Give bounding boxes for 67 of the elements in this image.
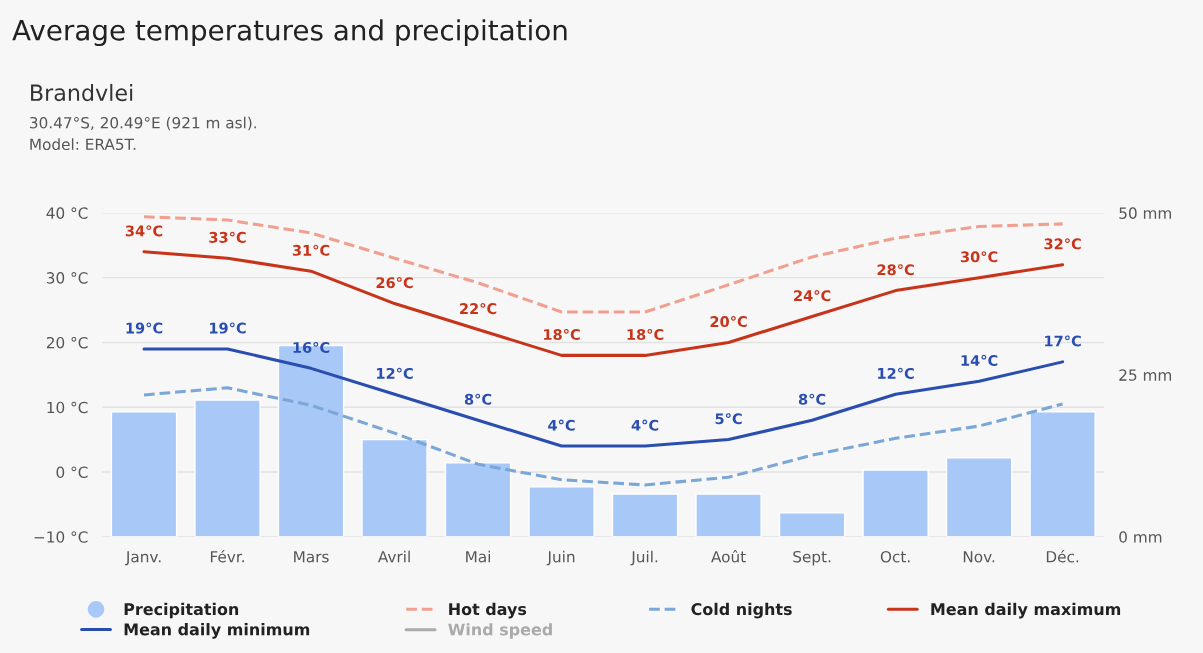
y-tick-label: 0 °C xyxy=(56,466,88,479)
data-label: 31°C xyxy=(292,244,330,256)
data-label: 4°C xyxy=(548,419,575,431)
data-label: 26°C xyxy=(376,277,413,289)
data-label: 18°C xyxy=(544,328,580,341)
data-label: 20°C xyxy=(710,315,747,328)
bar xyxy=(277,344,345,537)
y-tick-label: 30 °C xyxy=(46,272,88,284)
bar xyxy=(945,457,1013,537)
data-label: 8°C xyxy=(798,393,826,405)
y-tick-label: 10 °C xyxy=(47,401,88,414)
y-tick-label: −10 °C xyxy=(34,531,88,543)
x-tick-label: Mai xyxy=(466,550,490,563)
text: Model: ERA5T. xyxy=(30,138,136,151)
bar xyxy=(1029,411,1096,537)
legend-label: Mean daily minimum xyxy=(124,623,310,639)
x-tick-label: Mars xyxy=(294,551,329,563)
x-tick-label: Sept. xyxy=(793,550,831,566)
data-label: 19°C xyxy=(210,322,246,334)
data-label: 8°C xyxy=(464,393,492,405)
chart-subtitle: Brandvlei xyxy=(31,83,133,102)
x-tick-label: Août xyxy=(711,550,746,563)
x-tick-label: Nov. xyxy=(963,551,995,563)
x-tick-label: Avril xyxy=(377,550,410,563)
y2-tick-label: 50 mm xyxy=(1119,207,1172,219)
legend-label: Hot days xyxy=(449,602,527,619)
data-label: 12°C xyxy=(878,367,914,379)
data-label: 28°C xyxy=(877,264,914,276)
y2-tick-label: 25 mm xyxy=(1119,369,1172,381)
x-tick-label: Juin xyxy=(546,550,575,566)
line-series xyxy=(142,386,1065,487)
bar xyxy=(444,462,512,537)
x-tick-label: Juil. xyxy=(630,550,658,566)
bar xyxy=(695,493,762,537)
legend-label: Mean daily maximum xyxy=(931,602,1121,619)
legend-label: Cold nights xyxy=(691,602,792,619)
data-label: 18°C xyxy=(627,328,664,341)
bar xyxy=(528,486,595,537)
y2-tick-label: 0 mm xyxy=(1119,531,1162,543)
data-label: 19°C xyxy=(126,322,163,334)
data-label: 33°C xyxy=(209,231,246,243)
legend-label: Wind speed xyxy=(448,623,552,639)
data-label: 34°C xyxy=(125,225,163,237)
data-label: 17°C xyxy=(1045,335,1081,347)
legend-label: Precipitation xyxy=(124,602,239,619)
bar xyxy=(110,411,178,537)
y-tick-label: 40 °C xyxy=(46,207,88,219)
x-tick-label: Oct. xyxy=(880,550,910,563)
y-tick-label: 20 °C xyxy=(46,336,88,349)
bar xyxy=(611,493,679,537)
bar xyxy=(194,399,261,537)
data-label: 4°C xyxy=(631,419,659,431)
data-label: 30°C xyxy=(960,251,998,263)
data-label: 32°C xyxy=(1044,238,1081,250)
data-label: 22°C xyxy=(460,303,497,315)
x-tick-label: Déc. xyxy=(1046,550,1079,563)
text: 30.47°S, 20.49°E (921 m asl). xyxy=(30,116,256,131)
data-label: 12°C xyxy=(377,367,413,379)
chart-title: Average temperatures and precipitation xyxy=(12,19,567,47)
data-label: 24°C xyxy=(794,290,831,302)
x-tick-label: Févr. xyxy=(210,550,244,563)
x-tick-label: Janv. xyxy=(125,551,161,566)
data-label: 14°C xyxy=(961,354,998,366)
bar xyxy=(361,438,428,537)
data-label: 5°C xyxy=(715,413,742,425)
bar xyxy=(778,512,846,537)
bar xyxy=(862,469,929,537)
